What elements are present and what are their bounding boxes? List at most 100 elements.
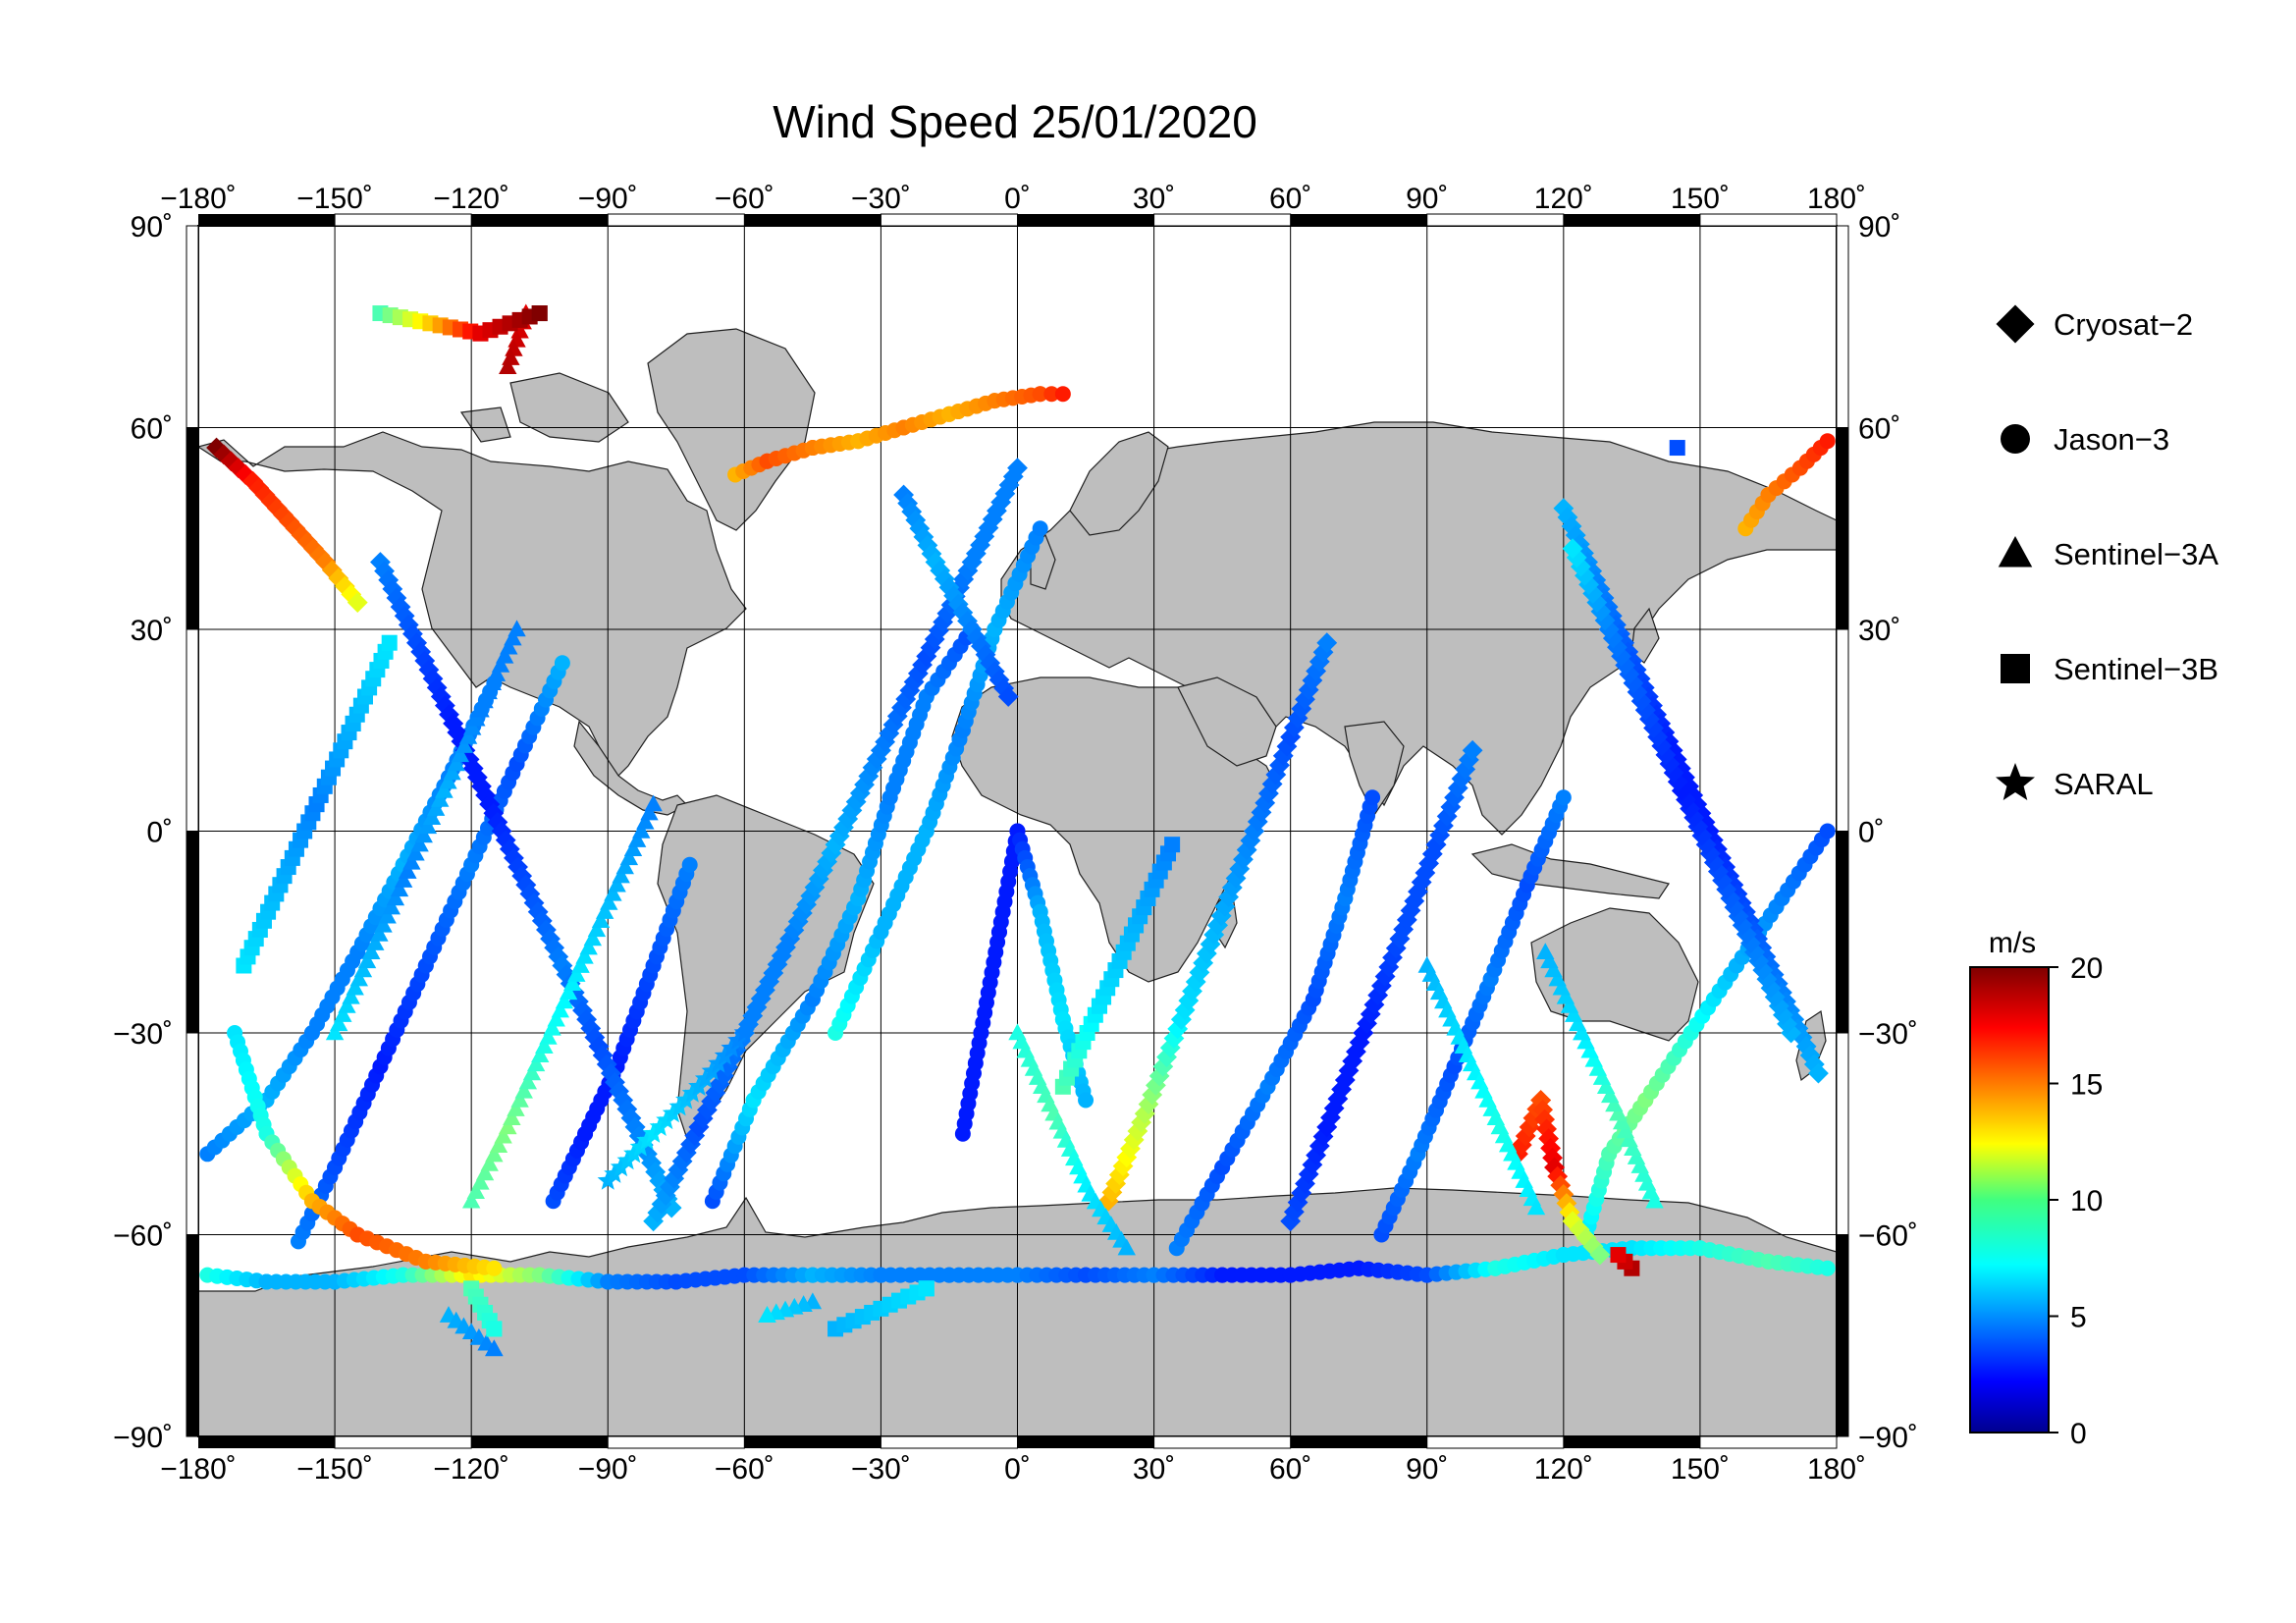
track-point <box>1609 1104 1628 1121</box>
track-point <box>1795 1036 1817 1057</box>
y-tick-label-left: 90˚ <box>131 211 173 243</box>
colorbar-tick-label: 5 <box>2070 1302 2087 1334</box>
frame-bar-top <box>744 214 881 226</box>
track-point <box>1626 659 1647 680</box>
colorbar-tick-label: 20 <box>2070 952 2103 985</box>
track-point <box>1171 1008 1192 1030</box>
x-tick-label-top: −90˚ <box>578 183 638 215</box>
x-tick-label-top: −180˚ <box>160 183 237 215</box>
track-point <box>649 1170 670 1192</box>
track-point <box>1032 520 1048 537</box>
track-point <box>1272 745 1294 767</box>
y-tick-label-right: 30˚ <box>1858 615 1900 647</box>
track-point <box>1578 573 1599 595</box>
track-point <box>1755 946 1777 967</box>
track-point <box>483 674 503 690</box>
track-point <box>381 634 398 651</box>
frame-bar-top <box>1426 213 1565 227</box>
track-point <box>1576 1032 1595 1050</box>
track-point <box>495 646 514 664</box>
track-point <box>1627 681 1648 703</box>
legend: Cryosat−2 Jason−3 Sentinel−3A Sentinel−3B SA… <box>1996 304 2218 801</box>
track-point <box>1280 1211 1302 1232</box>
track-point <box>1569 533 1590 555</box>
track-point <box>1167 1018 1189 1040</box>
track-point <box>471 700 490 718</box>
track-point <box>758 1306 776 1323</box>
track-point <box>1553 1184 1575 1205</box>
x-tick-label-bottom: 90˚ <box>1406 1453 1448 1486</box>
track-point <box>1669 440 1685 457</box>
land-north-america <box>198 431 747 787</box>
x-axis-bottom: −180˚ −150˚ −120˚ −90˚ −60˚ −30˚ 0˚ 30˚ 60˚ 90˚ 12… <box>160 1453 1866 1486</box>
track-point <box>1116 1147 1138 1168</box>
legend-marker-square-icon <box>2001 654 2030 683</box>
track-point <box>727 1029 749 1050</box>
track-point <box>374 915 393 933</box>
track-point <box>1590 601 1612 622</box>
track-point <box>402 852 421 870</box>
track-point <box>418 817 438 835</box>
track-point <box>1682 784 1704 806</box>
track-point <box>1429 825 1451 846</box>
track-point <box>458 728 478 744</box>
track-point <box>600 1062 621 1084</box>
track-point <box>661 1197 682 1218</box>
track-point <box>632 821 651 839</box>
track-point <box>1690 802 1712 824</box>
track-point <box>627 831 647 847</box>
track-point <box>1803 1054 1825 1075</box>
track-point <box>708 1053 729 1073</box>
track-point <box>1559 1202 1580 1223</box>
track-point <box>1544 960 1563 978</box>
frame-bar-top <box>1699 213 1838 227</box>
track-point <box>489 1136 508 1153</box>
track-point <box>623 839 643 856</box>
track-point <box>1619 664 1640 685</box>
track-point <box>499 1117 517 1135</box>
track-point <box>1612 1112 1631 1130</box>
x-tick-label-bottom: −60˚ <box>715 1453 774 1486</box>
frame-bar-right <box>1836 225 1849 428</box>
track-point <box>662 1103 684 1123</box>
track-point <box>1207 915 1228 936</box>
track-point <box>1078 1092 1095 1109</box>
track-point <box>414 826 433 843</box>
track-point <box>507 620 526 637</box>
track-point <box>1374 966 1396 987</box>
track-point <box>1415 862 1436 884</box>
track-point <box>559 983 578 1001</box>
track-point <box>1349 1032 1370 1053</box>
track-point <box>1564 1005 1583 1022</box>
track-point <box>522 1063 542 1081</box>
track-point <box>1634 699 1656 721</box>
track-point <box>504 628 522 646</box>
frame-bar-top <box>607 213 745 227</box>
land-arctic-islands <box>459 372 629 443</box>
track-point <box>1772 1004 1793 1026</box>
track-point <box>1462 739 1483 761</box>
frame-bar-right <box>1836 628 1849 832</box>
track-point <box>604 884 622 901</box>
track-point <box>491 655 510 673</box>
track-point <box>500 637 518 655</box>
x-tick-label-bottom: 60˚ <box>1269 1453 1311 1486</box>
track-point <box>1404 891 1425 912</box>
colorbar: m/s 0 5 10 15 20 <box>1969 927 2103 1450</box>
frame-bar-left <box>186 628 199 832</box>
track-point <box>655 1185 676 1207</box>
frame-bar-top <box>334 213 472 227</box>
track-point <box>486 1321 503 1337</box>
track-point <box>1589 1244 1611 1266</box>
track-point <box>701 1091 722 1112</box>
track-point <box>644 794 663 812</box>
track-point <box>1363 994 1385 1015</box>
track-point <box>1618 641 1639 663</box>
track-point <box>1316 1116 1338 1138</box>
y-tick-label-left: 30˚ <box>131 615 173 647</box>
track-point <box>624 1116 646 1138</box>
track-point <box>1716 879 1737 900</box>
track-point <box>366 934 385 950</box>
frame-bar-right <box>1836 1234 1849 1437</box>
